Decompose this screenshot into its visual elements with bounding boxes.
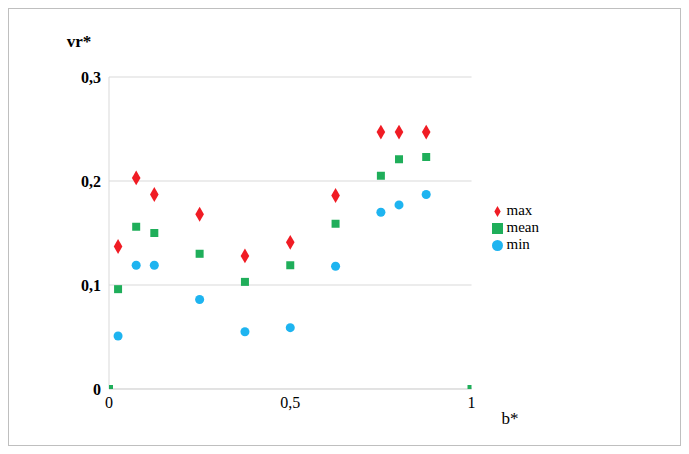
- svg-text:0,2: 0,2: [81, 173, 101, 190]
- svg-text:0: 0: [93, 381, 101, 398]
- svg-text:0,5: 0,5: [280, 394, 300, 411]
- svg-text:vr*: vr*: [67, 32, 92, 51]
- html-text:max: max: [506, 201, 533, 218]
- svg-text:0,3: 0,3: [81, 69, 101, 86]
- svg-text:0,1: 0,1: [81, 277, 101, 294]
- svg-text:0: 0: [105, 394, 113, 411]
- html-text:mean: mean: [506, 218, 539, 235]
- svg-text:b*: b*: [502, 409, 519, 428]
- svg-text:1: 1: [468, 394, 476, 411]
- html-text:min: min: [506, 235, 530, 252]
